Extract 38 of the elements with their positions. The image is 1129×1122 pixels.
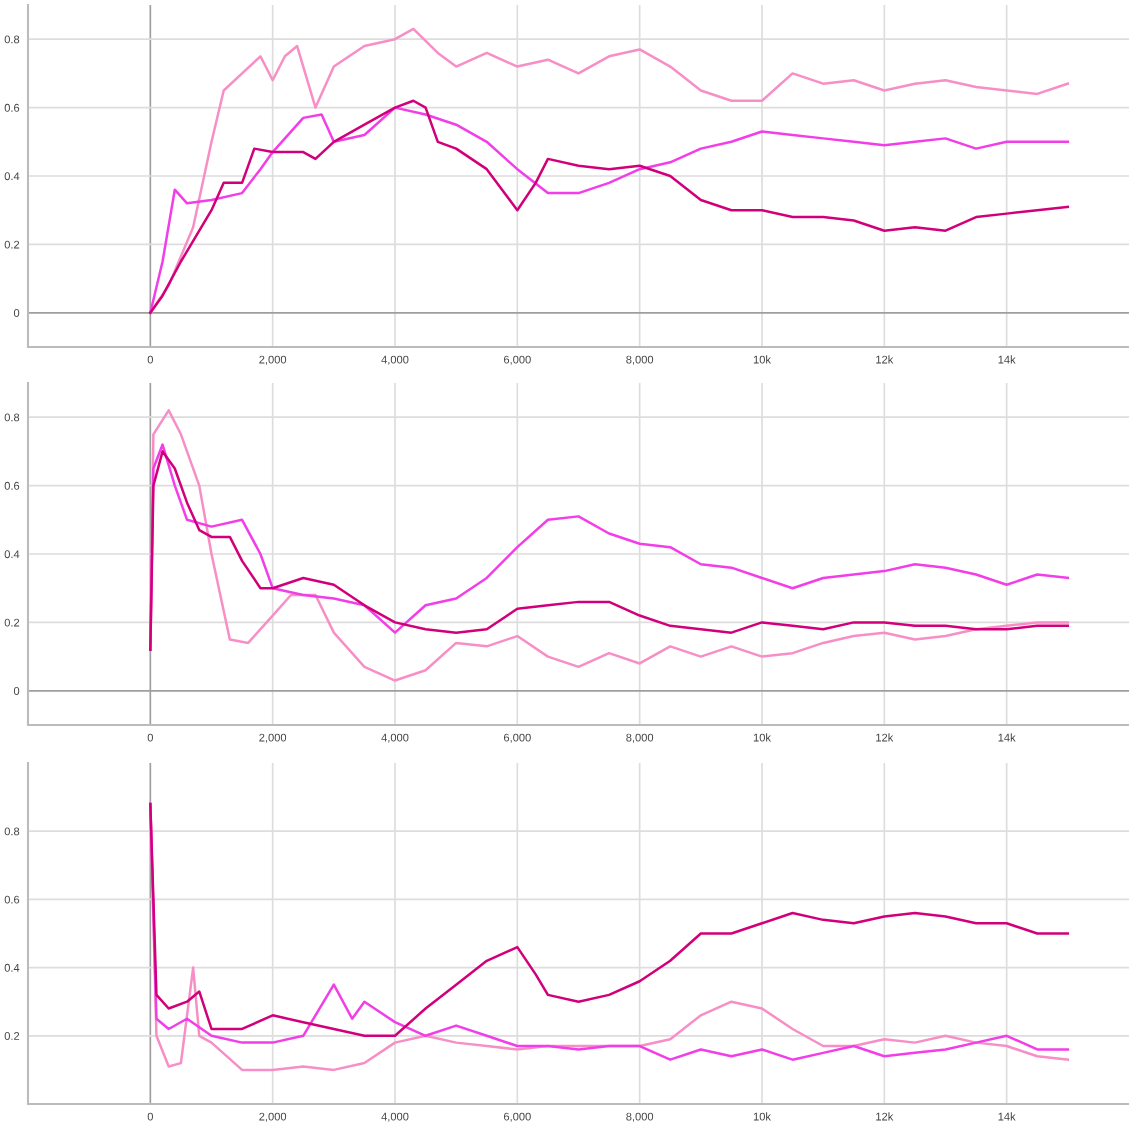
x-tick-label: 12k bbox=[876, 1112, 894, 1121]
x-tick-label: 8,000 bbox=[626, 1112, 654, 1122]
x-tick-label: 2,000 bbox=[259, 355, 287, 365]
x-tick-label: 4,000 bbox=[381, 355, 409, 365]
y-tick-label: 0.2 bbox=[4, 618, 20, 627]
y-tick-label: 0.6 bbox=[4, 895, 20, 904]
x-tick-label: 0 bbox=[147, 1112, 153, 1121]
y-tick-label: 0.4 bbox=[4, 550, 20, 559]
y-tick-label: 0.8 bbox=[4, 827, 20, 836]
x-tick-label: 14k bbox=[998, 1112, 1016, 1121]
y-tick-label: 0 bbox=[13, 687, 20, 695]
y-tick-label: 0.2 bbox=[4, 240, 20, 249]
y-tick-label: 0.4 bbox=[4, 172, 20, 181]
x-tick-label: 2,000 bbox=[259, 733, 287, 743]
y-tick-label: 0.8 bbox=[4, 35, 20, 44]
x-tick-label: 4,000 bbox=[381, 1112, 409, 1122]
x-tick-label: 2,000 bbox=[259, 1112, 287, 1122]
y-tick-label: 0.8 bbox=[4, 413, 20, 422]
x-tick-label: 10k bbox=[753, 733, 771, 742]
x-tick-label: 12k bbox=[876, 355, 894, 364]
x-tick-label: 14k bbox=[998, 355, 1016, 364]
x-tick-label: 6,000 bbox=[504, 355, 531, 365]
x-tick-label: 8,000 bbox=[626, 355, 654, 365]
x-tick-label: 0 bbox=[147, 355, 153, 364]
y-tick-label: 0.6 bbox=[4, 481, 20, 490]
y-tick-label: 0.2 bbox=[4, 1032, 20, 1040]
x-tick-label: 8,000 bbox=[626, 733, 654, 743]
x-tick-label: 14k bbox=[998, 733, 1016, 742]
y-tick-label: 0 bbox=[13, 309, 20, 317]
x-tick-label: 10k bbox=[753, 1112, 771, 1121]
y-tick-label: 0.4 bbox=[4, 963, 20, 972]
x-tick-label: 6,000 bbox=[504, 1112, 531, 1122]
x-tick-label: 0 bbox=[147, 733, 153, 742]
x-tick-label: 10k bbox=[753, 355, 771, 364]
x-tick-label: 6,000 bbox=[504, 733, 531, 743]
y-tick-label: 0.6 bbox=[4, 103, 20, 112]
x-tick-label: 12k bbox=[876, 733, 894, 742]
x-tick-label: 4,000 bbox=[381, 733, 409, 743]
